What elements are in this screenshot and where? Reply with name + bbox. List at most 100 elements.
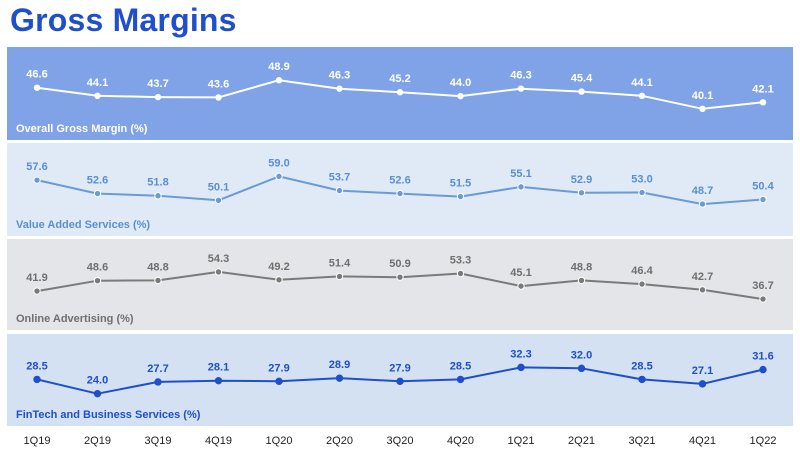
x-tick-label: 4Q21 bbox=[689, 435, 716, 447]
data-point bbox=[456, 375, 465, 384]
data-point bbox=[33, 84, 41, 91]
data-point bbox=[577, 276, 586, 285]
data-point bbox=[214, 376, 223, 385]
data-label: 28.1 bbox=[208, 362, 229, 374]
data-point bbox=[33, 287, 41, 295]
data-point bbox=[698, 286, 707, 294]
x-tick-label: 2Q20 bbox=[326, 435, 353, 447]
data-point bbox=[154, 378, 162, 386]
series-name: FinTech and Business Services (%) bbox=[16, 409, 201, 421]
data-label: 32.3 bbox=[510, 348, 531, 360]
data-label: 55.1 bbox=[510, 168, 531, 180]
data-point bbox=[698, 200, 707, 208]
data-point bbox=[396, 189, 404, 198]
data-label: 46.6 bbox=[26, 69, 47, 81]
data-label: 48.6 bbox=[87, 262, 108, 274]
series-name: Overall Gross Margin (%) bbox=[16, 123, 148, 135]
data-label: 27.9 bbox=[389, 362, 410, 374]
data-point bbox=[93, 189, 102, 198]
data-label: 40.1 bbox=[692, 90, 713, 102]
data-label: 36.7 bbox=[752, 280, 773, 292]
data-point bbox=[396, 377, 404, 386]
data-label: 53.0 bbox=[631, 174, 652, 186]
data-point bbox=[33, 375, 41, 384]
data-point bbox=[698, 380, 707, 388]
data-label: 52.6 bbox=[87, 175, 108, 187]
page-title: Gross Margins bbox=[10, 2, 237, 38]
data-point bbox=[335, 272, 344, 281]
data-point bbox=[154, 192, 162, 200]
data-point bbox=[517, 282, 525, 290]
data-point bbox=[759, 99, 767, 106]
data-label: 50.9 bbox=[389, 258, 410, 270]
panel-background bbox=[7, 143, 793, 236]
data-point bbox=[154, 276, 162, 285]
x-tick-label: 3Q20 bbox=[387, 435, 414, 447]
data-label: 46.3 bbox=[510, 70, 531, 82]
data-point bbox=[335, 186, 344, 195]
series-panel-3: 41.9 48.6 48.8 54.3 49.2 51.4 50.9 53.3 45.1 48.8… bbox=[7, 239, 793, 330]
data-point bbox=[456, 269, 465, 278]
data-label: 43.7 bbox=[147, 78, 168, 90]
data-point bbox=[578, 88, 585, 95]
data-label: 43.6 bbox=[208, 78, 229, 90]
data-label: 32.0 bbox=[571, 349, 592, 361]
data-label: 27.9 bbox=[268, 362, 289, 374]
series-panel-2: 57.6 52.6 51.8 50.1 59.0 53.7 52.6 51.5 55.1 52.9… bbox=[7, 143, 793, 236]
data-label: 24.0 bbox=[87, 375, 108, 387]
data-label: 51.5 bbox=[450, 178, 471, 190]
data-label: 28.9 bbox=[329, 359, 350, 371]
x-tick-label: 1Q21 bbox=[508, 435, 535, 447]
data-point bbox=[759, 365, 767, 374]
data-label: 27.7 bbox=[147, 363, 168, 375]
data-label: 46.4 bbox=[631, 265, 653, 277]
series-name: Value Added Services (%) bbox=[16, 219, 150, 231]
data-label: 48.8 bbox=[571, 261, 592, 273]
data-point bbox=[396, 273, 404, 281]
data-point bbox=[214, 196, 223, 205]
data-label: 48.7 bbox=[692, 185, 713, 197]
series-name: Online Advertising (%) bbox=[16, 313, 134, 325]
x-tick-label: 2Q19 bbox=[84, 435, 111, 447]
data-point bbox=[336, 85, 343, 92]
data-point bbox=[456, 192, 465, 201]
data-label: 51.8 bbox=[147, 177, 168, 189]
x-tick-label: 3Q19 bbox=[145, 435, 172, 447]
x-tick-label: 2Q21 bbox=[568, 435, 595, 447]
data-label: 28.5 bbox=[26, 360, 47, 372]
data-label: 41.9 bbox=[26, 272, 47, 284]
data-point bbox=[577, 189, 586, 197]
data-point bbox=[335, 374, 344, 382]
x-tick-label: 1Q20 bbox=[266, 435, 293, 447]
data-point bbox=[275, 172, 283, 181]
data-point bbox=[517, 85, 525, 92]
data-label: 42.7 bbox=[692, 271, 713, 283]
data-label: 48.9 bbox=[268, 61, 289, 73]
x-tick-label: 4Q20 bbox=[447, 435, 474, 447]
data-point bbox=[638, 92, 646, 100]
data-label: 44.0 bbox=[450, 77, 471, 89]
data-label: 45.4 bbox=[571, 73, 593, 85]
x-tick-label: 3Q21 bbox=[629, 435, 656, 447]
data-point bbox=[154, 93, 162, 101]
data-point bbox=[33, 176, 41, 184]
data-point bbox=[94, 92, 101, 100]
data-point bbox=[699, 105, 706, 113]
data-label: 50.1 bbox=[208, 181, 229, 193]
data-point bbox=[517, 363, 525, 372]
data-label: 50.4 bbox=[752, 181, 774, 193]
data-label: 53.7 bbox=[329, 172, 350, 184]
data-label: 52.6 bbox=[389, 175, 410, 187]
data-label: 51.4 bbox=[329, 257, 351, 269]
data-label: 45.1 bbox=[510, 267, 531, 279]
data-point bbox=[396, 89, 404, 96]
series-panel-4: 28.5 24.0 27.7 28.1 27.9 28.9 27.9 28.5 32.3 32.0… bbox=[7, 334, 793, 426]
panel-background bbox=[7, 239, 793, 330]
data-label: 49.2 bbox=[268, 261, 289, 273]
data-label: 28.5 bbox=[450, 360, 471, 372]
data-point bbox=[93, 277, 102, 285]
data-point bbox=[457, 92, 464, 100]
data-point bbox=[638, 188, 646, 197]
data-point bbox=[577, 364, 586, 373]
data-point bbox=[214, 268, 223, 276]
